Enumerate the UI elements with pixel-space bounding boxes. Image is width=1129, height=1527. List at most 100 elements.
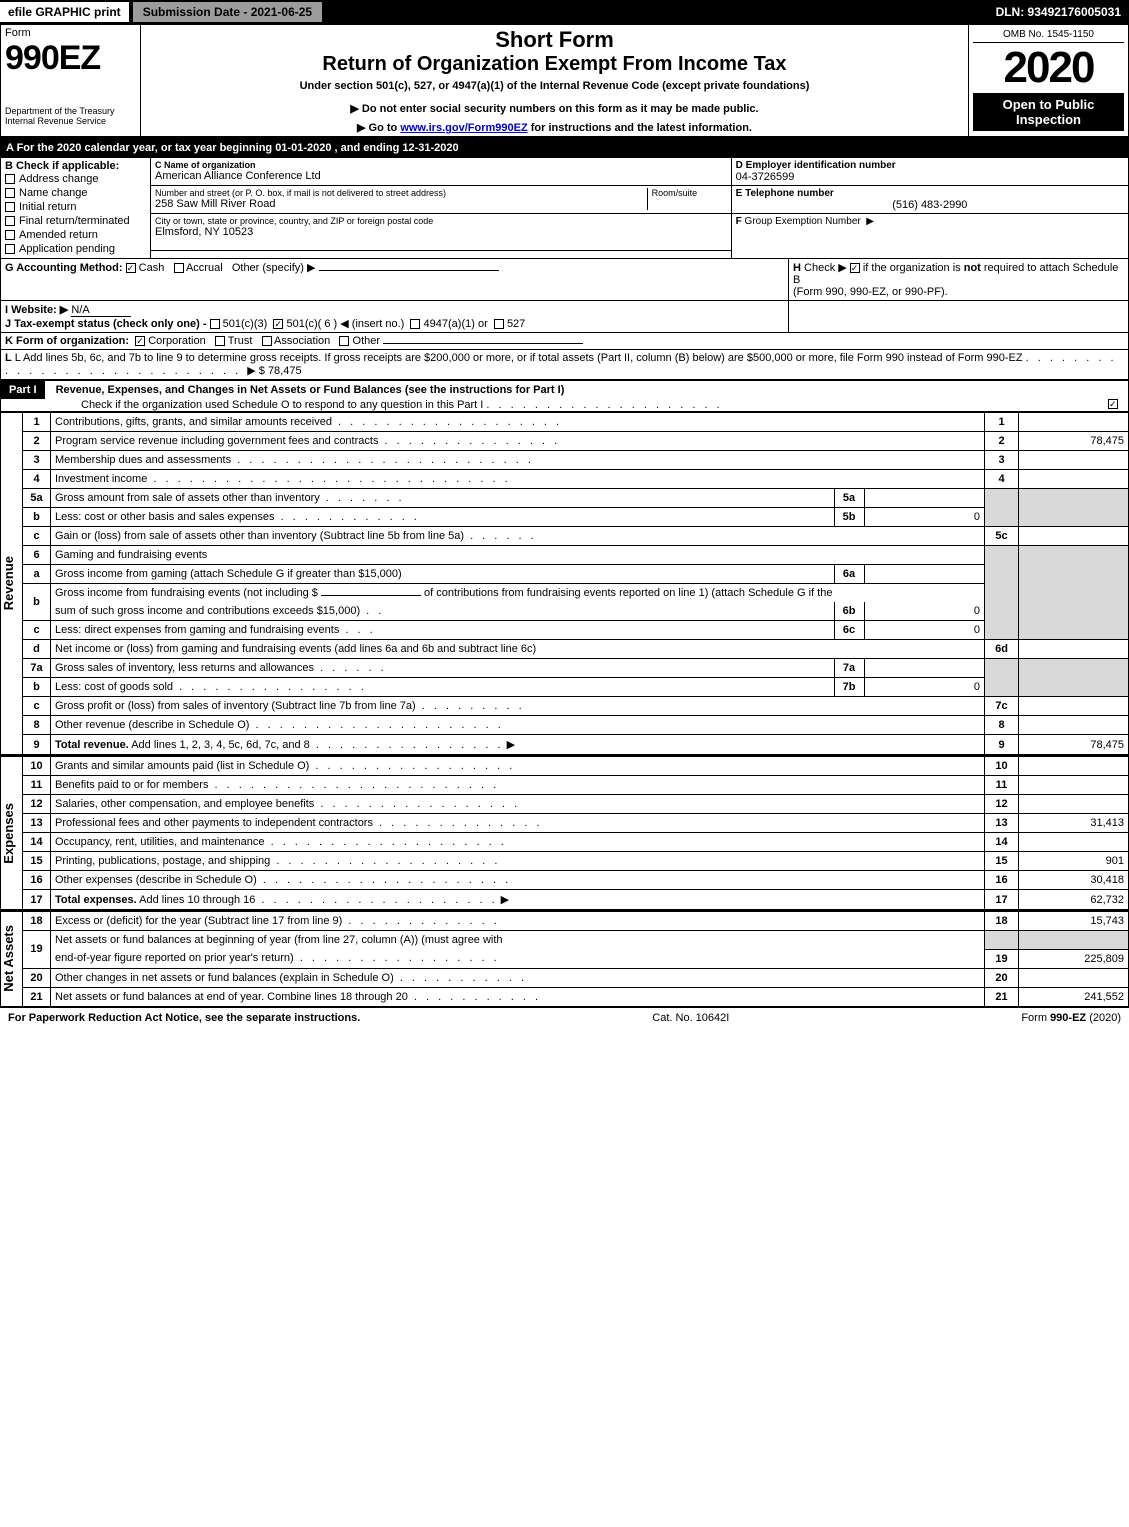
check-application-pending[interactable]: Application pending [5, 242, 146, 256]
org-name: American Alliance Conference Ltd [155, 170, 727, 182]
check-501c3[interactable] [210, 319, 220, 329]
line-5a-text: Gross amount from sale of assets other t… [55, 492, 320, 504]
box-j-label: J Tax-exempt status (check only one) - [5, 318, 207, 330]
submission-date: Submission Date - 2021-06-25 [133, 2, 322, 22]
line-12-value [1019, 795, 1129, 814]
line-20-text: Other changes in net assets or fund bala… [55, 972, 394, 984]
check-name-change[interactable]: Name change [5, 186, 146, 200]
ein-value: 04-3726599 [736, 171, 1124, 183]
box-d-label: D Employer identification number [736, 160, 1124, 171]
box-l-amount: ▶ $ 78,475 [247, 365, 301, 377]
irs-label: Internal Revenue Service [5, 116, 136, 126]
efile-print-button[interactable]: efile GRAPHIC print [0, 2, 129, 22]
line-6c-value: 0 [864, 621, 984, 639]
part1-label: Part I [1, 381, 45, 399]
line-10-value [1019, 756, 1129, 776]
line-6a-value [864, 565, 984, 583]
part1-header: Part I Revenue, Expenses, and Changes in… [0, 380, 1129, 412]
box-h-sub: (Form 990, 990-EZ, or 990-PF). [793, 286, 948, 298]
line-21-value: 241,552 [1019, 987, 1129, 1006]
return-title: Return of Organization Exempt From Incom… [145, 53, 964, 76]
side-revenue: Revenue [1, 556, 16, 610]
box-b-label: B Check if applicable: [5, 160, 146, 172]
check-trust[interactable] [215, 336, 225, 346]
side-expenses: Expenses [1, 803, 16, 864]
check-association[interactable] [262, 336, 272, 346]
line-1-text: Contributions, gifts, grants, and simila… [55, 416, 332, 428]
check-final-return[interactable]: Final return/terminated [5, 214, 146, 228]
line-16-value: 30,418 [1019, 871, 1129, 890]
line-4-value [1019, 470, 1129, 489]
check-527[interactable] [494, 319, 504, 329]
short-form-title: Short Form [145, 27, 964, 53]
line-21-text: Net assets or fund balances at end of ye… [55, 991, 408, 1003]
entity-info: B Check if applicable: Address change Na… [0, 157, 1129, 259]
street-value: 258 Saw Mill River Road [155, 198, 647, 210]
part1-check-line: Check if the organization used Schedule … [1, 399, 483, 411]
topbar: efile GRAPHIC print Submission Date - 20… [0, 0, 1129, 24]
omb-number: OMB No. 1545-1150 [973, 27, 1124, 43]
line-14-value [1019, 833, 1129, 852]
line-18-value: 15,743 [1019, 911, 1129, 931]
line-11-value [1019, 776, 1129, 795]
line-3-value [1019, 451, 1129, 470]
line-7a-value [864, 659, 984, 677]
check-4947[interactable] [410, 319, 420, 329]
check-h[interactable] [850, 263, 860, 273]
line-19-value: 225,809 [1019, 949, 1129, 968]
i-j-row: I Website: ▶ N/A J Tax-exempt status (ch… [0, 301, 1129, 333]
box-l-text: L Add lines 5b, 6c, and 7b to line 9 to … [15, 352, 1023, 364]
check-accrual[interactable] [174, 263, 184, 273]
check-501c[interactable] [273, 319, 283, 329]
line-5c-text: Gain or (loss) from sale of assets other… [55, 530, 464, 542]
box-h-text: if the organization is not required to a… [793, 262, 1118, 286]
dept-treasury: Department of the Treasury [5, 106, 136, 116]
box-i-label: I Website: ▶ [5, 304, 68, 316]
check-cash[interactable] [126, 263, 136, 273]
check-initial-return[interactable]: Initial return [5, 200, 146, 214]
line-6a-text: Gross income from gaming (attach Schedul… [55, 568, 402, 580]
line-10-text: Grants and similar amounts paid (list in… [55, 760, 309, 772]
line-17-value: 62,732 [1019, 890, 1129, 911]
tax-year: 2020 [973, 43, 1124, 93]
line-7c-text: Gross profit or (loss) from sales of inv… [55, 700, 416, 712]
box-k-label: K Form of organization: [5, 335, 129, 347]
open-to-public: Open to Public Inspection [973, 93, 1124, 131]
footer-formref: Form 990-EZ (2020) [1021, 1012, 1121, 1024]
line-5b-text: Less: cost or other basis and sales expe… [55, 511, 275, 523]
goto-link[interactable]: ▶ Go to www.irs.gov/Form990EZ for instru… [357, 122, 752, 134]
part1-title: Revenue, Expenses, and Changes in Net As… [48, 384, 565, 396]
line-6b-value: 0 [864, 602, 984, 620]
line-6b-text1: Gross income from fundraising events (no… [55, 587, 318, 599]
line-13-text: Professional fees and other payments to … [55, 817, 373, 829]
check-other-org[interactable] [339, 336, 349, 346]
no-ssn-note: ▶ Do not enter social security numbers o… [145, 102, 964, 115]
line-9-value: 78,475 [1019, 735, 1129, 756]
line-16-text: Other expenses (describe in Schedule O) [55, 874, 257, 886]
footer-left: For Paperwork Reduction Act Notice, see … [8, 1012, 360, 1024]
website-value: N/A [71, 304, 131, 317]
line-6d-value [1019, 640, 1129, 659]
line-7a-text: Gross sales of inventory, less returns a… [55, 662, 314, 674]
check-schedule-o[interactable] [1108, 399, 1118, 409]
k-row: K Form of organization: Corporation Trus… [0, 333, 1129, 350]
line-15-value: 901 [1019, 852, 1129, 871]
box-f-label: F Group Exemption Number ▶ [736, 216, 1124, 227]
street-label: Number and street (or P. O. box, if mail… [155, 188, 647, 198]
line-2-text: Program service revenue including govern… [55, 435, 378, 447]
check-amended-return[interactable]: Amended return [5, 228, 146, 242]
line-2-value: 78,475 [1019, 432, 1129, 451]
dln: DLN: 93492176005031 [996, 5, 1129, 19]
line-1-value [1019, 413, 1129, 432]
check-address-change[interactable]: Address change [5, 172, 146, 186]
footer-catno: Cat. No. 10642I [652, 1012, 729, 1024]
line-8-value [1019, 716, 1129, 735]
box-c-label: C Name of organization [155, 160, 727, 170]
line-7c-value [1019, 697, 1129, 716]
check-corporation[interactable] [135, 336, 145, 346]
box-e-label: E Telephone number [736, 188, 1124, 199]
line-5c-value [1019, 527, 1129, 546]
phone-value: (516) 483-2990 [736, 199, 1124, 211]
line-12-text: Salaries, other compensation, and employ… [55, 798, 314, 810]
box-g-label: G Accounting Method: [5, 262, 123, 274]
